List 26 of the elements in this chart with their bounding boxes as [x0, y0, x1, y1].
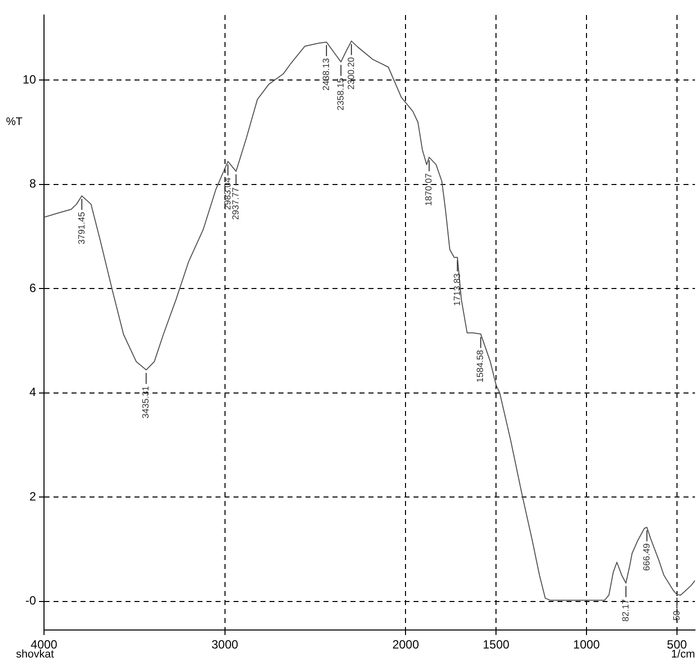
- annotation: 50: [671, 610, 682, 621]
- y-tick-label: 10: [22, 72, 36, 86]
- annotation: 3791.45: [76, 212, 86, 244]
- y-tick-label: -0: [25, 594, 36, 608]
- annotation: 1584.58: [475, 350, 486, 383]
- annotation: 2937.77: [230, 187, 241, 220]
- annotation: 666.49: [641, 543, 652, 571]
- text: shovkat: [16, 648, 54, 661]
- annotation: 1870.07: [424, 173, 434, 206]
- y-tick-label: 2: [29, 489, 36, 504]
- y-tick-label: 8: [29, 176, 36, 191]
- x-axis-title: 1/cm: [671, 648, 695, 661]
- annotation: 3435.31: [140, 386, 151, 418]
- annotation: 2438.13: [320, 58, 331, 91]
- x-tick-label: 1500: [482, 638, 510, 652]
- annotation: 2358.15: [335, 78, 346, 110]
- annotation: 82.17: [620, 599, 630, 622]
- y-axis-title: %T: [6, 116, 23, 128]
- x-tick-label: 1000: [573, 638, 600, 652]
- annotation: 2300.20: [346, 57, 356, 90]
- x-tick-label: 3000: [211, 638, 239, 652]
- annotation: 1713.83: [452, 273, 462, 306]
- x-tick-label: 2000: [392, 638, 420, 652]
- y-tick-label: 4: [29, 385, 36, 400]
- y-tick-label: 6: [29, 280, 36, 295]
- annotation: 2983.04: [222, 177, 232, 210]
